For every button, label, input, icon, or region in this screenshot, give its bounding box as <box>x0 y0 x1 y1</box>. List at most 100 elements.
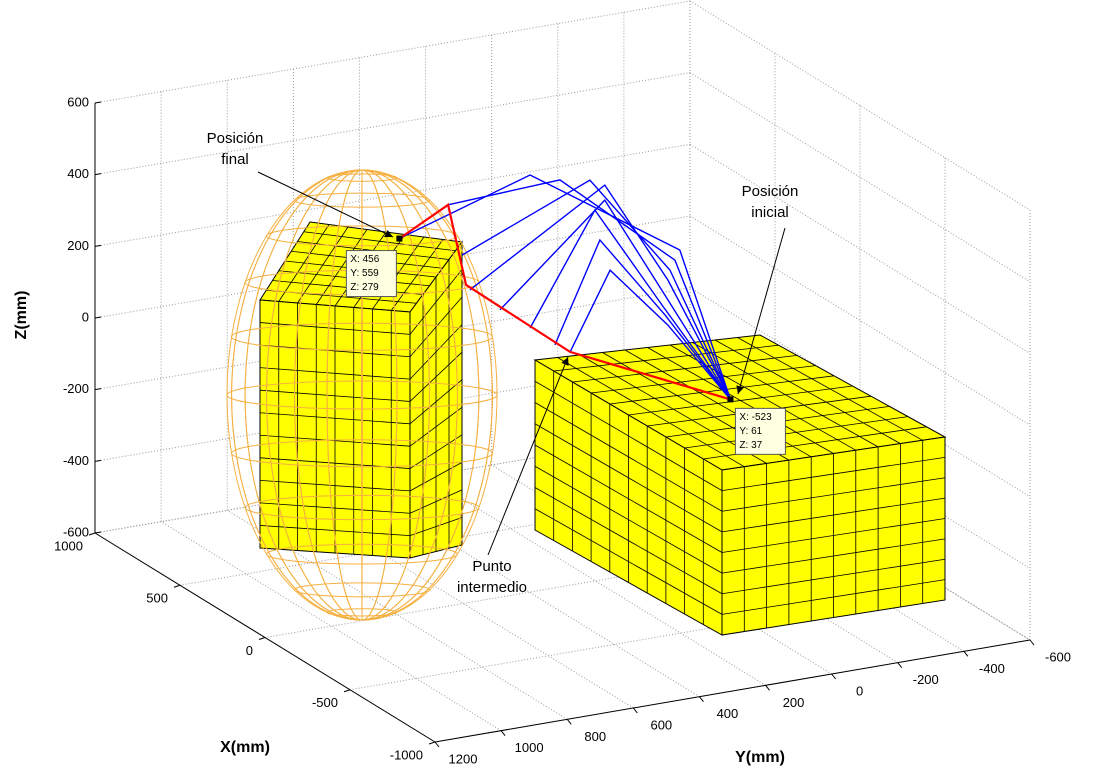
overlay <box>257 171 786 556</box>
x-tick <box>258 637 266 640</box>
ellipsoid-parallel <box>231 322 493 351</box>
grid-line <box>689 72 1031 283</box>
y-tick <box>434 741 440 748</box>
ellipsoid-meridian <box>361 169 363 621</box>
grid-line <box>557 453 899 664</box>
annotation: Posición <box>207 130 264 147</box>
obstacle-edge <box>259 367 411 380</box>
arrow <box>487 356 569 556</box>
y-tick <box>963 651 969 657</box>
line <box>569 269 731 400</box>
obstacle-edge <box>259 322 411 335</box>
x-tick <box>173 584 181 588</box>
ellipsoid-meridian <box>326 169 398 621</box>
z-tick-label: 600 <box>67 94 89 109</box>
ellipsoid-parallel <box>294 582 430 598</box>
datatip-marker <box>396 235 403 242</box>
y-tick <box>831 673 837 680</box>
obstacle-edge <box>669 344 856 451</box>
ellipsoid-parallel <box>326 173 398 182</box>
y-tick-label: 200 <box>783 695 805 710</box>
ellipsoid-parallel <box>244 494 480 521</box>
obstacle-edge <box>534 444 723 553</box>
z-tick-label: -600 <box>63 524 89 539</box>
z-axis-label: Z(mm) <box>13 291 30 340</box>
z-tick <box>94 316 102 319</box>
obstacle-edge <box>409 517 463 537</box>
x-tick <box>88 532 96 536</box>
z-tick <box>94 173 102 176</box>
line <box>461 179 732 400</box>
obstacle-edge <box>409 324 463 380</box>
line <box>529 208 731 400</box>
grid-line <box>491 464 832 675</box>
datatip-box <box>734 407 786 455</box>
y-tick-label: 800 <box>584 729 606 744</box>
y-tick-label: 600 <box>650 717 672 732</box>
obstacle-edge <box>647 347 834 454</box>
obstacle-edge <box>534 508 723 615</box>
obstacle-edge <box>534 402 723 512</box>
ellipsoid-parallel <box>294 192 430 208</box>
y-tick <box>566 719 572 725</box>
grid-line <box>425 475 766 686</box>
grid-line <box>623 441 965 652</box>
obstacle-edge <box>557 357 745 468</box>
grid-line <box>689 287 1031 498</box>
obstacle-edge <box>409 406 463 447</box>
datatip-text: Y: 559 <box>350 268 379 279</box>
obstacle-edge <box>534 423 723 533</box>
annotation: final <box>221 151 249 168</box>
arrow <box>257 171 394 238</box>
obstacle-edge <box>409 379 463 425</box>
annotation: inicial <box>751 204 789 221</box>
z-tick <box>94 388 102 391</box>
grid-line <box>689 0 1031 211</box>
obstacle-edge <box>721 579 946 615</box>
obstacle-edge <box>737 337 923 441</box>
axes: -1000-50005001000-600-400-20002004006008… <box>54 0 1071 766</box>
x-tick-label: -1000 <box>390 747 423 762</box>
obstacle-edge <box>409 269 463 335</box>
obstacle-edge <box>303 231 456 252</box>
ellipsoid <box>226 169 498 621</box>
obstacle-edge <box>534 487 723 595</box>
annotation: intermedio <box>457 579 527 596</box>
ellipsoid-parallel <box>226 380 498 410</box>
ellipsoid-parallel <box>266 543 458 565</box>
obstacle-edge <box>259 412 411 425</box>
annotation: Punto <box>472 558 511 575</box>
obstacle-edge <box>259 434 411 447</box>
y-tick-label: -600 <box>1045 649 1071 664</box>
obstacle-edge <box>409 434 463 469</box>
z-tick-label: 0 <box>82 309 89 324</box>
ellipsoid-parallel <box>326 608 398 617</box>
y-axis-label: Y(mm) <box>735 749 785 766</box>
obstacle-edge <box>534 465 723 574</box>
x-tick-label: 1000 <box>54 538 83 553</box>
y-tick-label: 0 <box>856 683 863 698</box>
y-tick-label: -200 <box>913 672 939 687</box>
obstacle-edge <box>259 389 411 402</box>
datatip-text: Y: 61 <box>739 426 762 437</box>
y-tick-label: 1200 <box>449 751 478 766</box>
y-tick <box>632 707 638 714</box>
y-tick <box>500 730 506 736</box>
obstacle-edge <box>714 339 901 444</box>
grid-line <box>226 509 568 720</box>
x-tick-label: 0 <box>246 643 253 658</box>
y-tick <box>765 685 770 691</box>
datatip-text: X: -523 <box>739 412 772 423</box>
x-tick <box>343 689 351 693</box>
datatip-marker <box>727 396 734 403</box>
obstacle-edge <box>721 497 946 533</box>
x-axis-label: X(mm) <box>220 739 270 756</box>
obstacle-edge <box>409 296 463 357</box>
ellipsoid-parallel <box>231 439 493 468</box>
grid-line <box>293 498 634 709</box>
x-tick-label: 500 <box>146 591 168 606</box>
obstacle-edge <box>409 489 463 514</box>
datatip-text: Z: 279 <box>350 282 379 293</box>
y-tick-label: -400 <box>979 661 1005 676</box>
